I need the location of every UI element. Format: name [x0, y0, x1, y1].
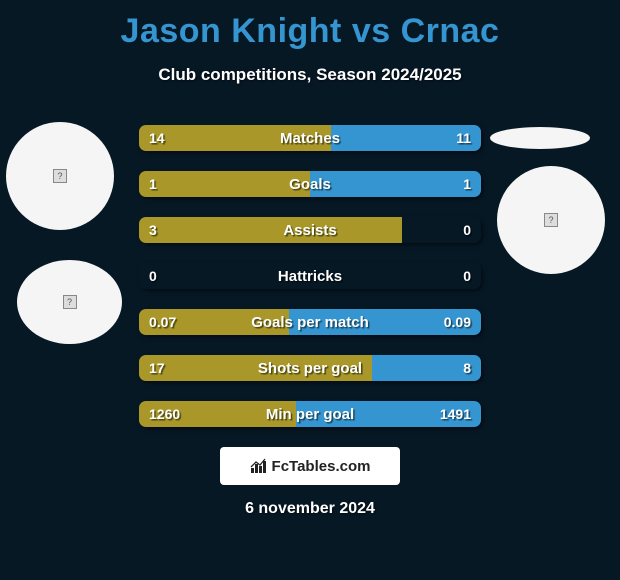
stat-value-left: 0.07 [149, 309, 176, 335]
image-placeholder-icon: ? [544, 213, 558, 227]
stat-value-right: 1491 [440, 401, 471, 427]
stat-bar-left [139, 171, 310, 197]
stat-value-right: 0.09 [444, 309, 471, 335]
stat-value-right: 0 [463, 263, 471, 289]
stat-bar-left [139, 355, 372, 381]
stat-value-left: 1260 [149, 401, 180, 427]
stats-bars: 1411Matches11Goals30Assists00Hattricks0.… [139, 125, 481, 447]
stat-row: 12601491Min per goal [139, 401, 481, 427]
stat-row: 178Shots per goal [139, 355, 481, 381]
chart-icon [250, 458, 268, 474]
right-circle: ? [497, 166, 605, 274]
image-placeholder-icon: ? [63, 295, 77, 309]
stat-value-right: 11 [456, 125, 471, 151]
comparison-title: Jason Knight vs Crnac [0, 0, 620, 51]
stat-value-left: 3 [149, 217, 157, 243]
left-bottom-circle: ? [17, 260, 122, 344]
stat-bar-right [310, 171, 481, 197]
stat-bar-left [139, 217, 402, 243]
stat-value-left: 0 [149, 263, 157, 289]
image-placeholder-icon: ? [53, 169, 67, 183]
source-badge: FcTables.com [220, 447, 400, 485]
date-label: 6 november 2024 [0, 500, 620, 518]
stat-row: 1411Matches [139, 125, 481, 151]
stat-value-right: 1 [463, 171, 471, 197]
stat-row: 30Assists [139, 217, 481, 243]
stat-value-left: 1 [149, 171, 157, 197]
left-top-circle: ? [6, 122, 114, 230]
source-label: FcTables.com [272, 458, 371, 475]
right-ellipse [490, 127, 590, 149]
stat-bar-left [139, 125, 331, 151]
stat-row: 0 0Hattricks [139, 263, 481, 289]
stat-row: 11Goals [139, 171, 481, 197]
stat-label: Hattricks [139, 263, 481, 289]
stat-value-left: 14 [149, 125, 165, 151]
stat-value-left: 17 [149, 355, 165, 381]
stat-value-right: 8 [463, 355, 471, 381]
comparison-subtitle: Club competitions, Season 2024/2025 [0, 65, 620, 85]
stat-value-right: 0 [463, 217, 471, 243]
stat-row: 0.070.09Goals per match [139, 309, 481, 335]
